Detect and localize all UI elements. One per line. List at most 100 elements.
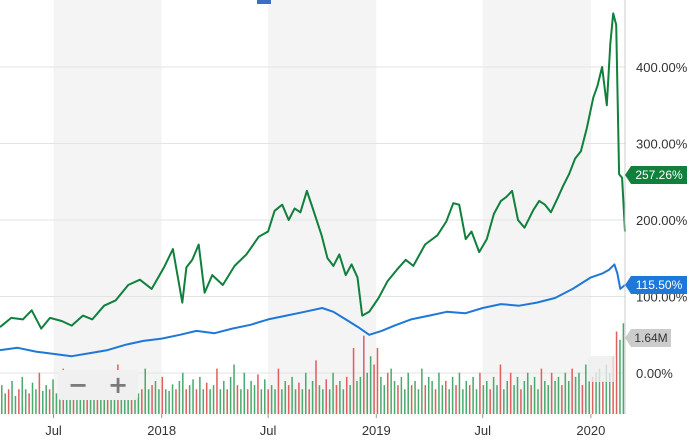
volume-bar <box>335 385 338 414</box>
volume-bar <box>376 348 379 414</box>
volume-flag <box>625 329 671 347</box>
volume-bar <box>509 372 512 414</box>
year-bands <box>53 0 591 414</box>
shaded-band <box>482 0 591 414</box>
volume-bar <box>578 372 580 414</box>
y-tick-label: 300.00% <box>636 137 688 152</box>
volume-bar <box>123 390 126 414</box>
volume-bar <box>612 356 614 414</box>
last-value-flag <box>625 276 687 294</box>
volume-bar <box>195 389 198 414</box>
volume-bar <box>496 385 498 414</box>
y-tick-label: 200.00% <box>636 213 688 228</box>
volume-bar <box>318 385 321 414</box>
volume-bar <box>537 389 539 414</box>
volume-bar <box>605 364 608 414</box>
volume-bar <box>622 323 625 414</box>
volume-bar <box>544 381 546 414</box>
volume-bar <box>14 395 17 414</box>
volume-bar <box>458 372 461 414</box>
volume-bar <box>96 389 99 414</box>
volume-bar <box>591 376 594 414</box>
volume-bar <box>373 364 375 414</box>
volume-bar <box>619 339 621 414</box>
volume-bar <box>113 387 116 414</box>
volume-bar <box>520 389 522 414</box>
volume-bar <box>216 368 218 414</box>
volume-bar <box>328 389 331 414</box>
volume-bar <box>315 360 317 414</box>
scroll-handle[interactable] <box>588 356 616 382</box>
gridlines <box>0 66 625 374</box>
volume-bar <box>182 372 184 414</box>
volume-label: 1.64M <box>634 331 667 345</box>
volume-bar <box>451 376 454 414</box>
volume-bar <box>554 381 556 414</box>
volume-bar <box>311 381 314 414</box>
volume-bar <box>223 381 225 414</box>
volume-bar <box>89 389 92 414</box>
volume-bar <box>304 372 307 414</box>
volume-bar <box>243 372 246 414</box>
volume-bar <box>482 385 485 414</box>
volume-bar <box>284 381 287 414</box>
volume-bar <box>69 390 71 414</box>
volume-bar <box>472 376 474 414</box>
volume-bar <box>161 376 164 414</box>
volume-bar <box>178 381 181 414</box>
volume-bar <box>250 381 252 414</box>
volume-bar <box>325 379 328 414</box>
volume-bar <box>147 389 150 414</box>
volume-bar <box>76 389 78 414</box>
volume-bar <box>35 389 37 414</box>
volume-bar <box>475 389 478 414</box>
volume-bar <box>489 389 491 414</box>
volume-bar <box>24 389 27 414</box>
last-value-flags: 257.26% 115.50% 1.64M <box>625 166 687 347</box>
volume-bar <box>427 376 430 414</box>
volume-bar <box>158 389 160 414</box>
volume-bar <box>100 392 102 414</box>
volume-bar <box>445 381 447 414</box>
volume-bar <box>339 381 341 414</box>
volume-bar <box>48 389 51 414</box>
series-line-0 <box>0 12 626 330</box>
volume-bar <box>82 393 85 414</box>
volume-bar <box>380 376 382 414</box>
zoom-control: − + <box>58 370 138 400</box>
x-tick-label: Jul <box>45 423 62 438</box>
zoom-in-button[interactable]: + <box>107 371 129 399</box>
range-marker[interactable] <box>257 0 271 4</box>
volume-bar <box>438 372 440 414</box>
volume-bar <box>226 389 228 414</box>
volume-bar <box>581 385 584 414</box>
volume-bar <box>465 381 468 414</box>
volume-bar <box>485 381 488 414</box>
volume-bar <box>185 389 187 414</box>
x-tick-label: Jul <box>474 423 491 438</box>
x-tick-label: Jul <box>260 423 277 438</box>
volume-bar <box>175 389 177 414</box>
volume-bar <box>588 381 590 414</box>
volume-bar <box>277 368 280 414</box>
volume-bar <box>366 372 368 414</box>
last-value-label: 115.50% <box>636 278 683 292</box>
volume-bar <box>287 385 290 414</box>
volume-bar <box>448 389 450 414</box>
zoom-out-button[interactable]: − <box>67 371 89 399</box>
volume-bar <box>400 376 403 414</box>
volume-bar <box>212 385 215 414</box>
volume-bar <box>417 389 420 414</box>
last-value-flag <box>625 166 687 184</box>
volume-bar <box>533 376 536 414</box>
volume-bar <box>530 385 532 414</box>
x-tick-label: 2018 <box>147 423 176 438</box>
volume-bar <box>479 372 481 414</box>
volume-bar <box>615 331 618 414</box>
volume-bar <box>468 385 471 414</box>
volume-bar <box>431 381 433 414</box>
volume-bar <box>294 389 297 414</box>
volume-bar <box>540 368 543 414</box>
volume-bar <box>598 368 601 414</box>
volume-bar <box>141 389 143 414</box>
